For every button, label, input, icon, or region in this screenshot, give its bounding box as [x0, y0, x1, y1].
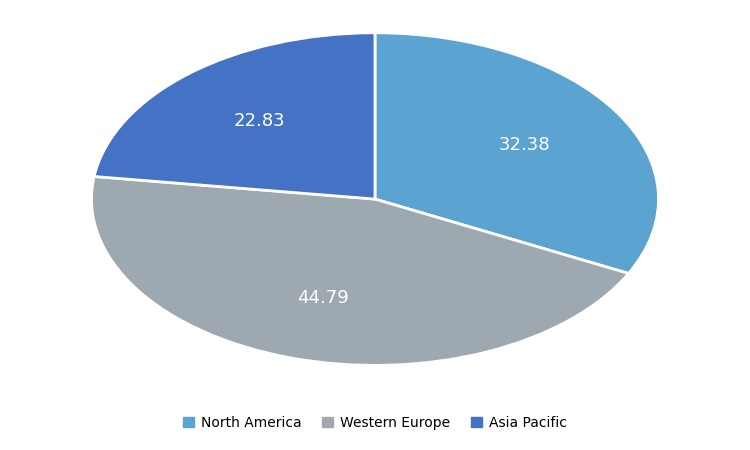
Text: 22.83: 22.83: [234, 112, 285, 130]
Wedge shape: [94, 33, 375, 199]
Wedge shape: [375, 33, 658, 274]
Text: 32.38: 32.38: [499, 136, 550, 154]
Text: 44.79: 44.79: [297, 288, 349, 306]
Legend: North America, Western Europe, Asia Pacific: North America, Western Europe, Asia Paci…: [183, 416, 567, 430]
Wedge shape: [92, 176, 628, 365]
